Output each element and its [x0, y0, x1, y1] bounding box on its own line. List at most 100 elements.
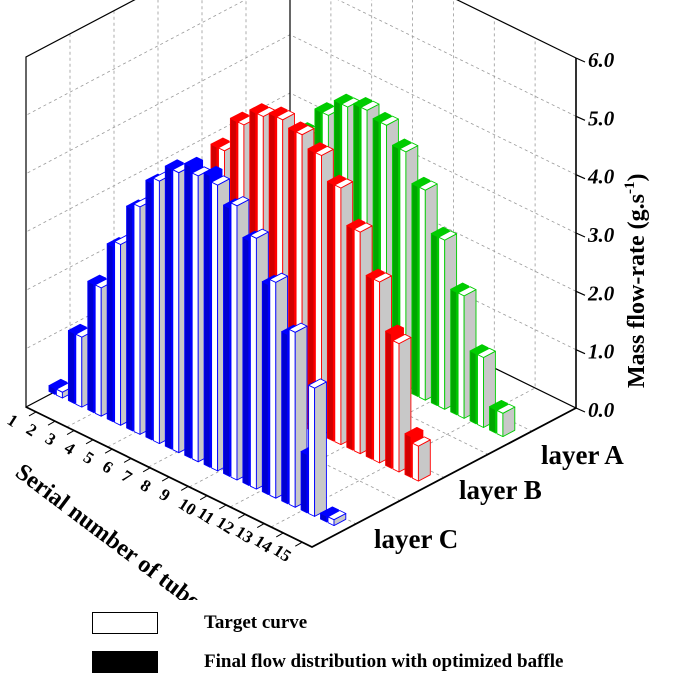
bar-top-face [411, 436, 431, 447]
x-tick [180, 485, 189, 491]
bar-front-face [281, 331, 289, 505]
bar-top-face [295, 125, 315, 136]
x-tick [295, 541, 303, 547]
z-tick-label: 4.0 [587, 165, 615, 189]
bar-front-face [404, 433, 412, 478]
legend-label-target: Target curve [204, 612, 308, 633]
bar-target [496, 403, 516, 438]
x-tick [276, 532, 284, 538]
x-tick-label: 5 [80, 448, 97, 469]
bar-front-face [164, 165, 172, 450]
z-axis-ticks: 0.0 1.0 2.0 3.0 4.0 5.0 6.0 [575, 48, 615, 422]
z-tick-label: 2.0 [587, 281, 615, 305]
bar-front-face [261, 281, 269, 496]
bar-top-face [67, 323, 87, 334]
bar-top-face [229, 111, 249, 122]
bar-top-face [326, 174, 346, 185]
bar-front-face [106, 243, 114, 423]
bar-front-face [133, 203, 141, 435]
bar-front-face [269, 279, 277, 499]
z-axis-label: Mass flow-rate (g.s-1) [622, 174, 650, 388]
bar-pair [320, 506, 347, 527]
bar-front-face [365, 274, 373, 460]
bar-top-face [373, 272, 392, 283]
bar-front-face [94, 284, 102, 417]
bar-target [327, 510, 347, 527]
bar-front-face [418, 186, 426, 401]
bar-front-face [288, 328, 296, 508]
bar-front-face [126, 205, 134, 432]
bar-pair [300, 378, 327, 517]
z-tick-label: 6.0 [588, 48, 615, 72]
bar-top-face [48, 378, 68, 389]
bar-front-face [191, 172, 199, 463]
bar-front-face [308, 384, 316, 517]
bar-front-face [450, 288, 458, 416]
z-tick-label: 1.0 [588, 340, 615, 364]
bar-top-face [360, 100, 380, 111]
layer-label-c: layer C [374, 524, 458, 554]
bar-front-face [75, 333, 83, 408]
bar-front-face [114, 241, 122, 426]
bar-pair [385, 324, 412, 473]
bar-top-face [430, 226, 450, 237]
bar-target [477, 347, 496, 428]
bar-top-face [457, 286, 477, 297]
x-tick [199, 495, 208, 501]
bar-side-face [314, 381, 327, 517]
bar-top-face [184, 156, 204, 167]
bar-top-face [288, 121, 307, 132]
z-tick [575, 57, 586, 63]
z-tick [575, 349, 586, 355]
bar-front-face [334, 184, 342, 446]
x-tick-label: 15 [270, 541, 295, 566]
x-tick [256, 523, 265, 529]
bar-front-face [373, 278, 381, 464]
z-tick-label: 5.0 [588, 106, 615, 130]
x-tick [123, 458, 132, 463]
bar-front-face [203, 172, 211, 468]
bar-top-face [210, 137, 230, 148]
grid-line [25, 0, 577, 117]
bar-top-face [307, 142, 327, 153]
bar-top-face [438, 230, 458, 241]
bar-top-face [333, 93, 353, 104]
bar-top-face [380, 115, 399, 126]
legend-swatch-target [92, 612, 158, 634]
bar-front-face [353, 228, 361, 455]
x-tick-label: 4 [61, 438, 79, 459]
bar-top-face [385, 324, 404, 335]
x-tick [47, 420, 56, 426]
bar-top-face [276, 110, 295, 121]
x-tick [85, 439, 94, 445]
layer-labels: layer C layer B layer A [374, 440, 624, 554]
x-tick-label: 7 [118, 466, 136, 487]
bar-target [308, 378, 327, 517]
bar-top-face [418, 180, 438, 191]
bar-top-face [164, 159, 184, 170]
legend-label-final: Final flow distribution with optimized b… [204, 651, 564, 672]
frame-floor [25, 406, 577, 549]
x-axis-label: Serial number of tubes [10, 459, 212, 600]
bar-front-face [152, 177, 160, 445]
z-tick [575, 115, 586, 121]
bar-top-face [469, 344, 489, 355]
z-tick [575, 290, 586, 296]
bar-front-face [411, 442, 419, 482]
bars [48, 93, 516, 527]
bar-top-face [308, 378, 327, 389]
bar-side-face [417, 439, 431, 482]
chart-3d-bar: 0.0 1.0 2.0 3.0 4.0 5.0 6.0 Serial number of t… [4, 0, 650, 600]
bar-top-face [411, 176, 431, 187]
bar-front-face [392, 340, 400, 473]
bar-front-face [496, 409, 504, 438]
bar-top-face [203, 165, 223, 177]
bar-top-face [249, 228, 269, 239]
legend-item-target: Target curve [92, 612, 307, 634]
bar-front-face [223, 204, 230, 477]
bar-front-face [249, 234, 257, 490]
legend-swatch-final [92, 651, 158, 673]
z-tick [575, 174, 586, 180]
z-axis-label-close: ) [624, 174, 650, 182]
z-tick [575, 232, 586, 238]
